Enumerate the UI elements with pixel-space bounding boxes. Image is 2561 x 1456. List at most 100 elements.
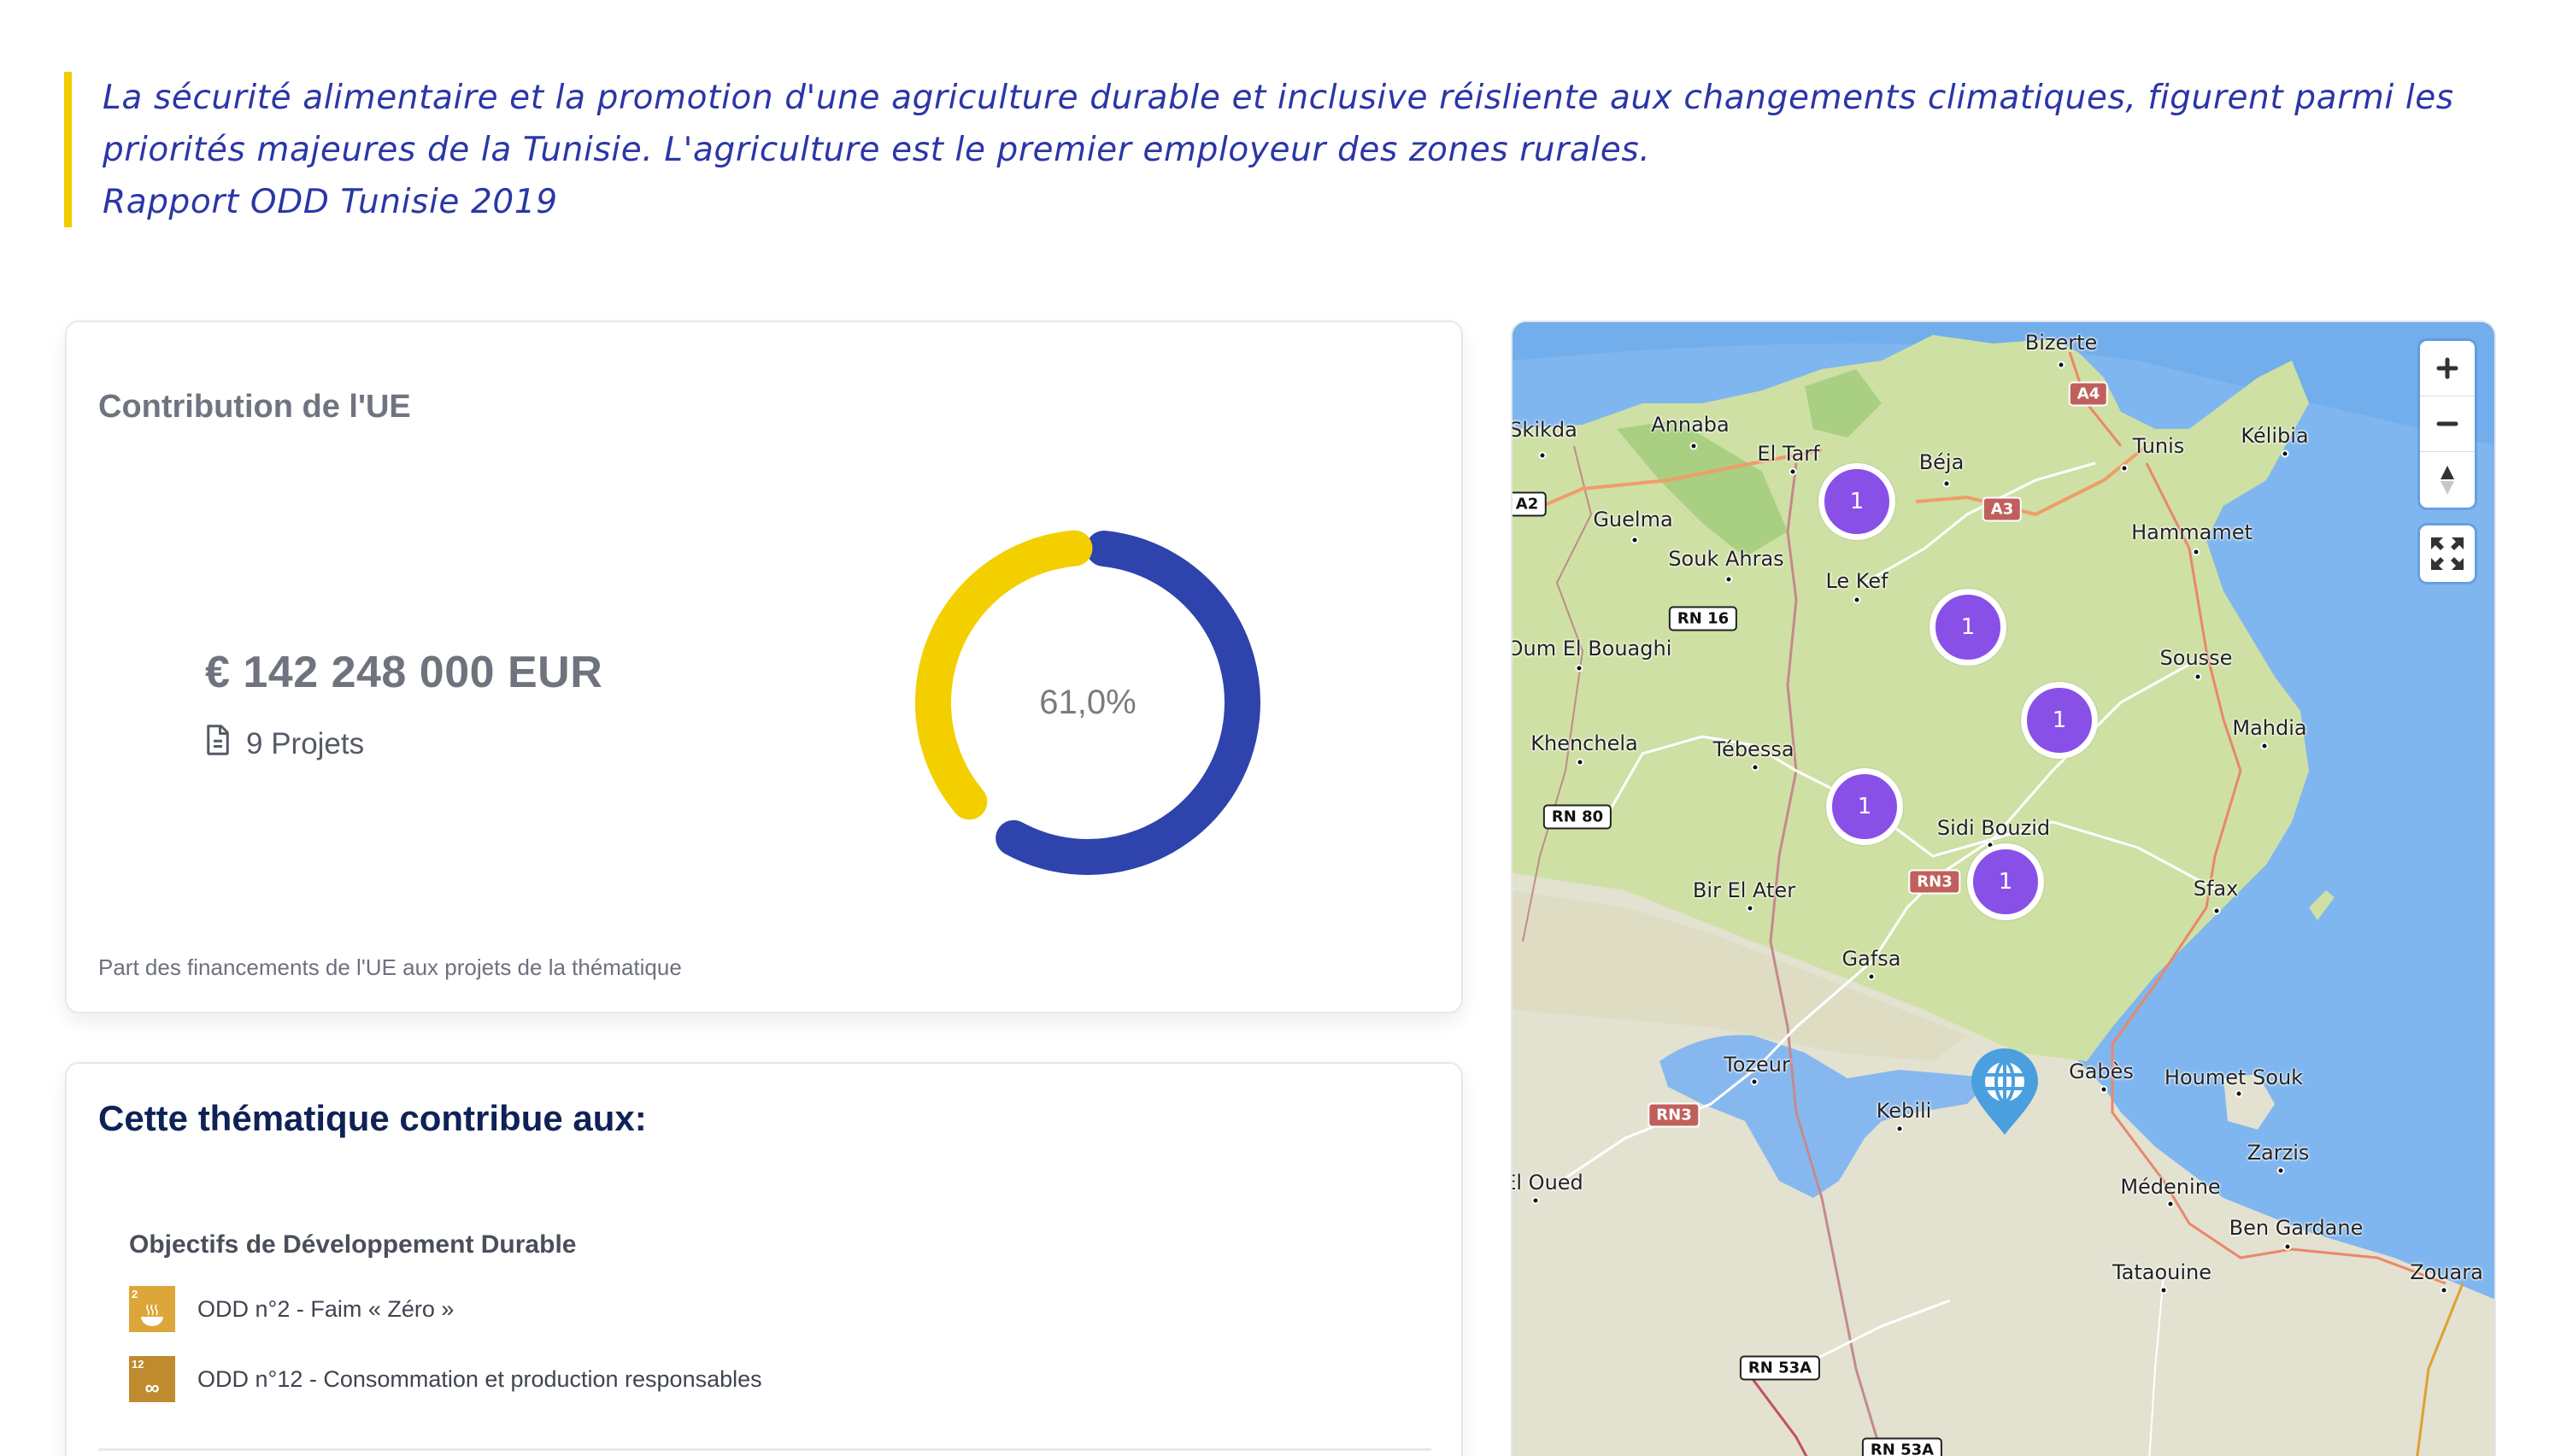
plus-icon xyxy=(2436,357,2458,379)
globe-icon xyxy=(1985,1060,2024,1103)
donut-segment-other[interactable] xyxy=(913,527,1263,878)
city-label: Le Kef xyxy=(1825,569,1888,593)
quote-line-1: La sécurité alimentaire et la promotion … xyxy=(103,79,2454,117)
quote-line-2: priorités majeures de la Tunisie. L'agri… xyxy=(103,131,1651,169)
project-cluster-marker[interactable]: 1 xyxy=(1930,589,2006,666)
city-label: Béja xyxy=(1918,450,1965,474)
city-dot xyxy=(1853,596,1861,604)
city-label: Bir El Ater xyxy=(1692,878,1796,902)
city-label: Zouara xyxy=(2410,1260,2483,1284)
city-dot xyxy=(1576,758,1584,766)
compass-button[interactable] xyxy=(2420,452,2475,508)
contribution-card: Contribution de l'UE € 142 248 000 EUR 9… xyxy=(65,320,1463,1013)
city-dot xyxy=(1538,451,1547,460)
compass-icon xyxy=(2441,465,2454,495)
contribution-note: Part des financements de l'UE aux projet… xyxy=(98,954,682,980)
city-label: Tébessa xyxy=(1712,737,1794,761)
city-dot xyxy=(2212,907,2221,915)
city-label: Gabès xyxy=(2069,1060,2134,1083)
city-label: Skikda xyxy=(1511,418,1577,442)
city-label: Sousse xyxy=(2159,646,2233,670)
donut-segment-eu[interactable] xyxy=(915,530,1260,875)
city-label: Kélibia xyxy=(2241,424,2309,448)
city-dot xyxy=(1867,972,1876,981)
sdg-card: Cette thématique contribue aux: Objectif… xyxy=(65,1062,1463,1456)
project-cluster-marker[interactable]: 1 xyxy=(2021,682,2098,759)
city-label: Tataouine xyxy=(2112,1260,2212,1284)
map-overlay: Bizerte Skikda Annaba El Tarf Béja Tunis Kélib… xyxy=(1511,322,2494,1456)
city-dot xyxy=(2281,449,2289,458)
eu-share-donut-chart[interactable] xyxy=(913,527,1263,878)
quote-block: La sécurité alimentaire et la promotion … xyxy=(64,72,2508,227)
fullscreen-button[interactable] xyxy=(2420,525,2475,582)
city-dot xyxy=(2166,1200,2175,1208)
city-dot xyxy=(2283,1242,2292,1251)
projects-map[interactable]: Bizerte Skikda Annaba El Tarf Béja Tunis Kélib… xyxy=(1511,320,2496,1456)
road-shield: RN 53A xyxy=(1739,1355,1821,1381)
project-cluster-marker[interactable]: 1 xyxy=(1967,843,2044,920)
city-label: Zarzis xyxy=(2247,1141,2310,1165)
quote-source: Rapport ODD Tunisie 2019 xyxy=(103,183,558,221)
city-dot xyxy=(2235,1089,2243,1098)
sdg-subtitle: Objectifs de Développement Durable xyxy=(129,1230,577,1259)
city-dot xyxy=(1746,904,1754,913)
contribution-amount: € 142 248 000 EUR xyxy=(205,648,603,697)
city-dot xyxy=(1750,1077,1759,1086)
city-dot xyxy=(2192,548,2200,556)
city-dot xyxy=(2120,464,2129,473)
city-label: Houmet Souk xyxy=(2164,1066,2304,1089)
infinity-icon: 12 ∞ xyxy=(129,1356,175,1402)
sdg-item-2[interactable]: 2 ODD n°2 - Faim « Zéro » xyxy=(129,1286,454,1332)
city-dot xyxy=(1751,763,1759,772)
minus-icon xyxy=(2436,421,2458,426)
zoom-in-button[interactable] xyxy=(2420,341,2475,396)
city-label: El Oued xyxy=(1511,1171,1583,1195)
globe-pin-marker[interactable] xyxy=(1970,1047,2040,1136)
city-label: Kebili xyxy=(1876,1099,1932,1123)
city-dot xyxy=(2440,1286,2448,1295)
city-dot xyxy=(1575,664,1583,672)
city-dot xyxy=(2194,672,2202,681)
city-label: Souk Ahras xyxy=(1668,547,1784,571)
bowl-icon: 2 xyxy=(129,1286,175,1332)
city-dot xyxy=(2260,742,2269,750)
city-dot xyxy=(1689,442,1698,450)
projects-count[interactable]: 9 Projets xyxy=(205,724,364,764)
project-cluster-marker[interactable]: 1 xyxy=(1818,463,1895,540)
road-shield: A4 xyxy=(2068,381,2109,407)
sdg-item-label: ODD n°12 - Consommation et production re… xyxy=(197,1365,762,1392)
city-dot xyxy=(2057,361,2065,369)
divider xyxy=(98,1448,1431,1451)
sdg-item-12[interactable]: 12 ∞ ODD n°12 - Consommation et producti… xyxy=(129,1356,762,1402)
road-shield: A2 xyxy=(1513,491,1548,517)
road-shield: RN3 xyxy=(1648,1102,1700,1128)
city-label: Sfax xyxy=(2193,877,2239,901)
city-label: Bizerte xyxy=(2024,331,2098,355)
city-label: Sidi Bouzid xyxy=(1936,816,2051,840)
city-label: Guelma xyxy=(1593,508,1673,531)
city-label: Mahdia xyxy=(2232,716,2307,740)
city-dot xyxy=(2100,1085,2108,1094)
city-label: Ben Gardane xyxy=(2229,1216,2364,1240)
city-dot xyxy=(2276,1166,2285,1175)
city-dot xyxy=(1531,1196,1540,1205)
map-navigation-controls xyxy=(2420,341,2475,508)
city-dot xyxy=(1895,1124,1904,1133)
donut-center-label: 61,0% xyxy=(1039,683,1137,721)
sdg-item-label: ODD n°2 - Faim « Zéro » xyxy=(197,1295,455,1322)
city-label: Tozeur xyxy=(1724,1053,1790,1077)
city-dot xyxy=(2159,1286,2168,1295)
city-label: Annaba xyxy=(1651,413,1730,437)
city-label: Oum El Bouaghi xyxy=(1511,637,1672,660)
road-shield: RN3 xyxy=(1908,869,1961,895)
project-cluster-marker[interactable]: 1 xyxy=(1826,768,1903,845)
city-dot xyxy=(1630,536,1639,544)
road-shield: RN 80 xyxy=(1542,804,1612,830)
road-shield: A3 xyxy=(1982,496,2023,522)
city-dot xyxy=(1789,467,1797,476)
contribution-title: Contribution de l'UE xyxy=(98,389,411,425)
city-label: Gafsa xyxy=(1841,947,1901,971)
city-label: El Tarf xyxy=(1757,442,1820,466)
zoom-out-button[interactable] xyxy=(2420,396,2475,452)
road-shield: RN 53A xyxy=(1861,1437,1943,1456)
